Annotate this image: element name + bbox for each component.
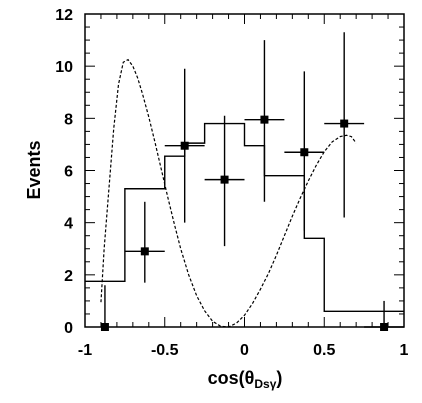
data-point — [124, 201, 165, 283]
y-tick-label: 12 — [55, 7, 73, 24]
x-axis-label-subscript: Dsγ — [254, 377, 276, 391]
data-marker — [140, 247, 149, 256]
y-tick-label: 8 — [64, 111, 73, 128]
y-tick-label: 10 — [55, 59, 73, 76]
data-point — [324, 32, 365, 218]
histogram — [85, 122, 404, 313]
y-tick-label: 2 — [64, 268, 73, 285]
data-point — [100, 285, 109, 331]
y-tick-label: 6 — [64, 164, 73, 181]
data-marker — [100, 323, 109, 331]
histogram-step-line — [85, 122, 404, 313]
y-tick-label: 4 — [64, 216, 73, 233]
data-marker — [380, 323, 389, 331]
axis-ticks — [84, 13, 405, 328]
x-tick-label: 0.5 — [313, 342, 335, 359]
x-axis-label-close: ) — [276, 368, 282, 388]
data-marker — [180, 141, 189, 150]
plot-frame — [84, 13, 405, 328]
y-tick-labels: 0 2 4 6 8 10 12 — [55, 7, 73, 337]
data-point — [284, 71, 325, 231]
y-axis-label: Events — [24, 140, 44, 199]
x-axis-label: cos(θDsγ) — [208, 368, 283, 391]
data-point — [364, 300, 404, 331]
data-marker — [340, 119, 349, 128]
x-tick-label: 0 — [240, 342, 249, 359]
data-marker — [260, 115, 269, 124]
y-tick-label: 0 — [64, 320, 73, 337]
data-points — [100, 32, 404, 331]
dashed-curve — [100, 58, 357, 328]
data-marker — [300, 148, 309, 157]
x-tick-label: 1 — [400, 342, 409, 359]
data-point — [204, 115, 245, 247]
data-point — [244, 40, 285, 202]
data-marker — [220, 175, 229, 184]
x-tick-label: -0.5 — [151, 342, 179, 359]
x-axis-label-main: cos(θ — [208, 368, 255, 388]
x-tick-label: -1 — [78, 342, 92, 359]
dashed-curve-group — [100, 58, 357, 328]
x-tick-labels: -1 -0.5 0 0.5 1 — [78, 342, 409, 359]
data-point — [164, 68, 205, 223]
